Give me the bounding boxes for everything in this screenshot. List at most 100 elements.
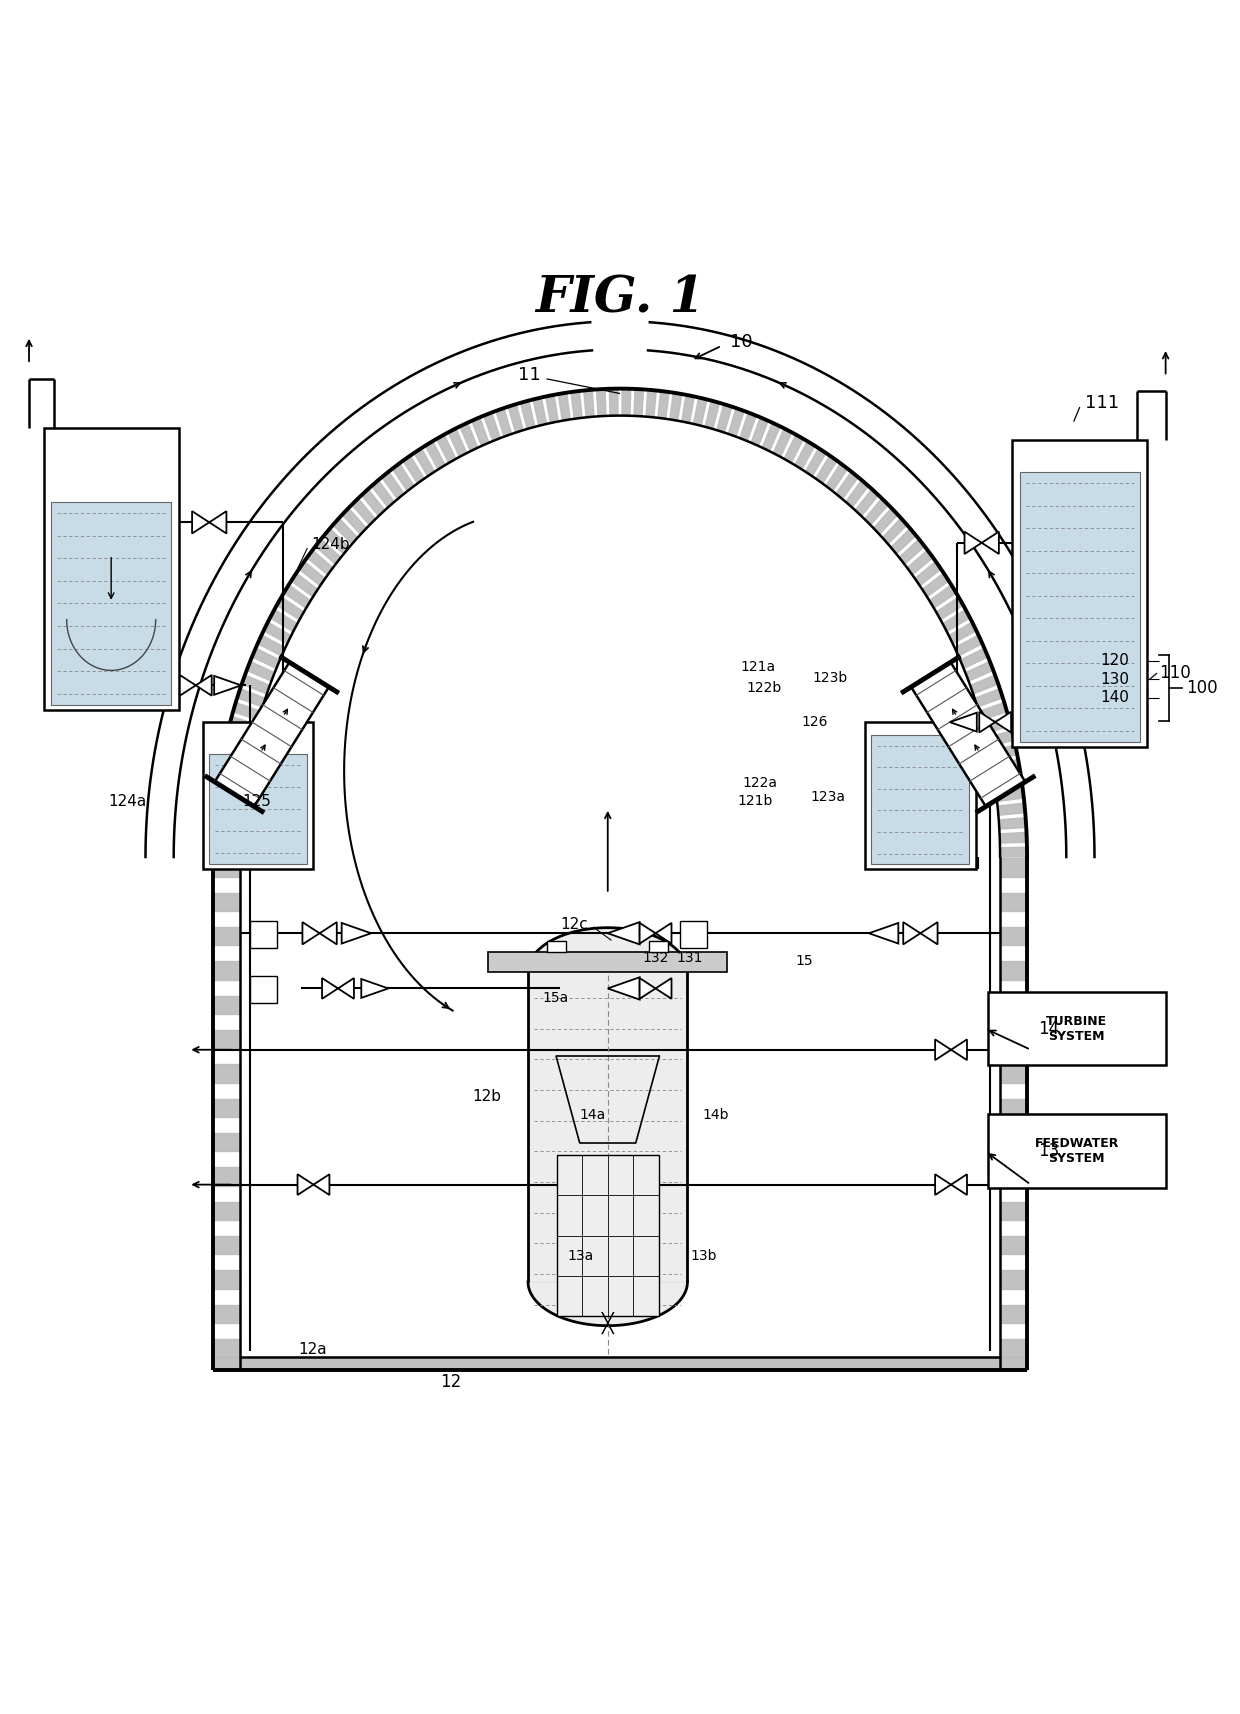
Polygon shape	[215, 802, 243, 816]
Polygon shape	[277, 596, 304, 620]
Polygon shape	[846, 480, 868, 507]
Polygon shape	[215, 662, 329, 807]
Polygon shape	[1001, 1202, 1027, 1220]
Polygon shape	[533, 398, 547, 425]
Polygon shape	[223, 746, 250, 761]
Polygon shape	[213, 927, 239, 946]
Bar	[557, 1155, 658, 1316]
Polygon shape	[856, 488, 879, 516]
Polygon shape	[960, 648, 988, 668]
Text: 14b: 14b	[702, 1109, 729, 1123]
Bar	[249, 977, 277, 1003]
Polygon shape	[226, 730, 254, 747]
Bar	[489, 953, 728, 972]
Polygon shape	[342, 507, 367, 535]
Polygon shape	[339, 979, 353, 999]
Polygon shape	[414, 447, 434, 476]
Polygon shape	[308, 550, 332, 574]
Polygon shape	[382, 471, 404, 499]
Text: 124a: 124a	[108, 794, 146, 809]
Bar	[872, 735, 970, 864]
Polygon shape	[528, 927, 687, 1325]
Polygon shape	[975, 689, 1003, 706]
Bar	[51, 502, 171, 704]
Text: 123a: 123a	[810, 790, 844, 804]
Polygon shape	[923, 572, 949, 596]
Polygon shape	[920, 922, 937, 944]
Polygon shape	[999, 833, 1027, 843]
Polygon shape	[1001, 927, 1027, 946]
Polygon shape	[546, 394, 558, 423]
Polygon shape	[218, 773, 246, 788]
Polygon shape	[915, 562, 941, 586]
Bar	[680, 920, 707, 948]
Polygon shape	[1001, 1030, 1027, 1049]
Polygon shape	[670, 393, 682, 420]
Polygon shape	[213, 1133, 239, 1152]
Polygon shape	[558, 393, 570, 420]
Polygon shape	[298, 1174, 314, 1195]
Polygon shape	[740, 413, 756, 440]
Polygon shape	[180, 675, 196, 696]
Polygon shape	[942, 610, 970, 632]
Polygon shape	[978, 703, 1007, 720]
Polygon shape	[252, 648, 280, 668]
Polygon shape	[264, 622, 291, 644]
Polygon shape	[990, 746, 1017, 761]
Polygon shape	[997, 802, 1025, 816]
Polygon shape	[596, 389, 606, 417]
Polygon shape	[213, 1236, 239, 1255]
Polygon shape	[646, 389, 656, 418]
Polygon shape	[213, 893, 239, 910]
Text: 131: 131	[677, 951, 703, 965]
Polygon shape	[1001, 1167, 1027, 1186]
Polygon shape	[196, 675, 212, 696]
Text: 12a: 12a	[299, 1342, 327, 1357]
Polygon shape	[992, 759, 1019, 775]
Polygon shape	[795, 440, 815, 470]
Polygon shape	[216, 788, 244, 802]
Polygon shape	[998, 818, 1027, 830]
Polygon shape	[806, 447, 826, 476]
Polygon shape	[213, 1357, 1027, 1369]
Polygon shape	[966, 662, 993, 680]
Polygon shape	[994, 773, 1022, 788]
Polygon shape	[980, 711, 996, 732]
Text: 125: 125	[242, 794, 272, 809]
Polygon shape	[935, 1039, 951, 1059]
Polygon shape	[996, 711, 1011, 732]
Polygon shape	[221, 759, 248, 775]
Text: 14: 14	[1038, 1020, 1059, 1037]
Polygon shape	[303, 922, 320, 944]
Polygon shape	[999, 847, 1027, 857]
Polygon shape	[1001, 1236, 1027, 1255]
Bar	[1019, 471, 1140, 742]
Polygon shape	[658, 391, 670, 418]
Polygon shape	[1001, 1304, 1027, 1323]
Polygon shape	[484, 413, 500, 440]
Polygon shape	[951, 1174, 967, 1195]
Bar	[547, 941, 567, 953]
Polygon shape	[270, 610, 298, 632]
Polygon shape	[1001, 1064, 1027, 1083]
Bar	[988, 992, 1166, 1066]
Polygon shape	[210, 511, 227, 533]
Polygon shape	[899, 540, 925, 564]
Polygon shape	[1001, 962, 1027, 980]
Bar	[51, 502, 171, 704]
Polygon shape	[706, 401, 719, 428]
Polygon shape	[213, 1064, 239, 1083]
Polygon shape	[949, 622, 976, 644]
Text: FIG. 1: FIG. 1	[536, 274, 704, 324]
Polygon shape	[1001, 996, 1027, 1015]
Text: 120: 120	[1101, 653, 1130, 668]
Polygon shape	[826, 463, 848, 492]
Polygon shape	[864, 499, 888, 524]
Polygon shape	[258, 634, 285, 656]
Bar	[872, 735, 970, 864]
Polygon shape	[213, 1270, 239, 1289]
Polygon shape	[320, 922, 337, 944]
Polygon shape	[951, 1039, 967, 1059]
Polygon shape	[213, 833, 241, 843]
Text: 132: 132	[642, 951, 670, 965]
